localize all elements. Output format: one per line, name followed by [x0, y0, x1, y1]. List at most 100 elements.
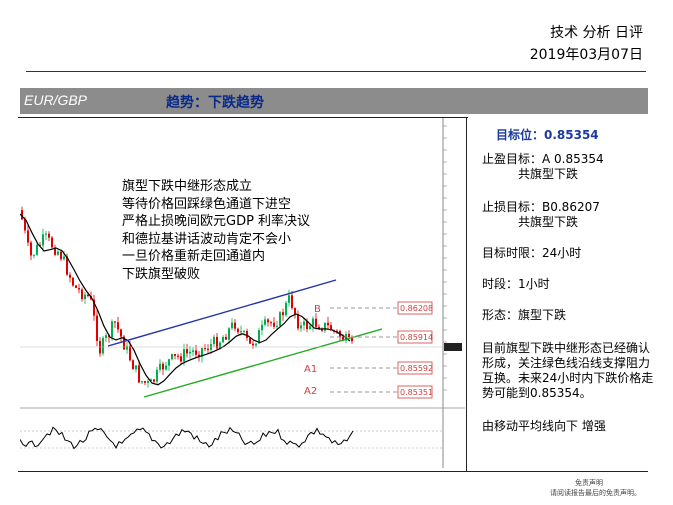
candle-body	[54, 247, 56, 255]
candle-body	[198, 354, 200, 357]
candle-body	[204, 348, 206, 350]
header-divider	[26, 71, 646, 72]
candle-body	[327, 322, 329, 326]
candle-body	[24, 219, 26, 231]
candle-body	[78, 287, 80, 290]
candle-body	[225, 336, 227, 340]
candle-body	[267, 319, 269, 323]
candle-body	[285, 302, 287, 316]
report-date: 2019年03月07日	[529, 47, 643, 63]
disclaimer-title: 免责声明	[575, 479, 603, 487]
pattern-label: 形态：旗型下跌	[482, 308, 567, 322]
candle-body	[279, 312, 281, 326]
candle-body	[81, 289, 83, 300]
take-profit-target: 止盈目标：A 0.85354	[482, 152, 604, 166]
candle-body	[270, 322, 272, 324]
candle-body	[84, 294, 86, 300]
candle-body	[129, 346, 131, 361]
candle-body	[246, 330, 248, 338]
panel-divider	[466, 117, 467, 472]
panel-bottom-rule	[18, 471, 648, 472]
candle-body	[87, 294, 89, 296]
panel-top-rule	[18, 117, 468, 118]
candle-body	[180, 356, 182, 362]
candle-body	[219, 342, 221, 349]
candle-body	[96, 315, 98, 341]
candle-body	[234, 322, 236, 329]
candle-body	[309, 326, 311, 330]
target-level: 目标位：0.85354	[496, 128, 599, 142]
candle-body	[294, 308, 296, 315]
annotation-line: 下跌旗型破败	[122, 266, 201, 282]
analysis-description: 目前旗型下跌中继形态已经确认形成，关注绿色线沿线支撑阻力互换。未来24小时内下跌…	[482, 341, 654, 400]
candle-body	[228, 328, 230, 340]
candle-body	[306, 321, 308, 330]
level-b-box	[397, 301, 433, 315]
candle-body	[117, 322, 119, 330]
candle-body	[243, 330, 245, 332]
candle-body	[342, 336, 344, 341]
candle-body	[138, 365, 140, 383]
candle-body	[231, 322, 233, 329]
candle-body	[168, 359, 170, 366]
candle-body	[162, 363, 164, 370]
candle-body	[153, 379, 155, 382]
disclaimer-note: 请阅读报告最后的免责声明。	[550, 489, 641, 497]
candle-body	[150, 379, 152, 382]
level-b-value: 0.86208	[400, 304, 433, 313]
moving-average-line	[20, 213, 351, 386]
candle-body	[45, 233, 47, 235]
candle-body	[72, 277, 74, 286]
target-timeframe: 目标时限：24小时	[482, 246, 582, 260]
candle-body	[33, 254, 35, 256]
candle-body	[141, 381, 143, 383]
candle-body	[171, 354, 173, 360]
annotation-line: 旗型下跌中继形态成立	[122, 179, 253, 194]
candle-body	[102, 337, 104, 354]
level-a1-box	[397, 361, 433, 375]
candle-body	[144, 381, 146, 383]
candle-body	[111, 321, 113, 338]
candle-body	[201, 348, 203, 357]
channel-bottom-line	[143, 328, 383, 398]
candle-body	[264, 319, 266, 325]
candle-body	[132, 360, 134, 370]
candle-body	[324, 322, 326, 331]
currency-pair: EUR/GBP	[24, 92, 88, 108]
take-profit-note: 共旗型下跌	[518, 167, 579, 181]
candle-body	[66, 256, 68, 275]
level-current-box	[397, 330, 433, 344]
candle-body	[147, 381, 149, 383]
candle-body	[186, 349, 188, 354]
candle-body	[120, 329, 122, 337]
candle-body	[261, 324, 263, 331]
level-current-value: 0.85914	[400, 333, 433, 342]
trend-label: 趋势：下跌趋势	[166, 95, 264, 111]
candle-body	[156, 369, 158, 382]
candle-body	[174, 354, 176, 356]
candle-body	[183, 349, 185, 362]
candle-body	[177, 355, 179, 357]
candle-body	[351, 337, 353, 342]
stop-loss-target: 止损目标：B0.86207	[482, 200, 600, 214]
candle-body	[213, 336, 215, 345]
level-a1-label: A1	[304, 364, 317, 375]
moving-average-note: 由移动平均线向下 增强	[482, 419, 606, 433]
candle-body	[249, 337, 251, 344]
candle-body	[21, 210, 23, 220]
candle-body	[57, 251, 59, 255]
candle-body	[51, 237, 53, 248]
candle-body	[240, 331, 242, 333]
candle-body	[255, 343, 257, 346]
candle-body	[69, 274, 71, 278]
candle-body	[273, 322, 275, 327]
candle-body	[318, 326, 320, 330]
report-title: 技术 分析 日评	[550, 25, 643, 41]
candle-body	[192, 350, 194, 352]
candle-body	[36, 244, 38, 255]
level-a2-value: 0.85351	[400, 388, 433, 397]
candle-body	[336, 330, 338, 332]
candle-body	[330, 325, 332, 331]
candle-body	[288, 295, 290, 303]
candle-body	[114, 321, 116, 323]
